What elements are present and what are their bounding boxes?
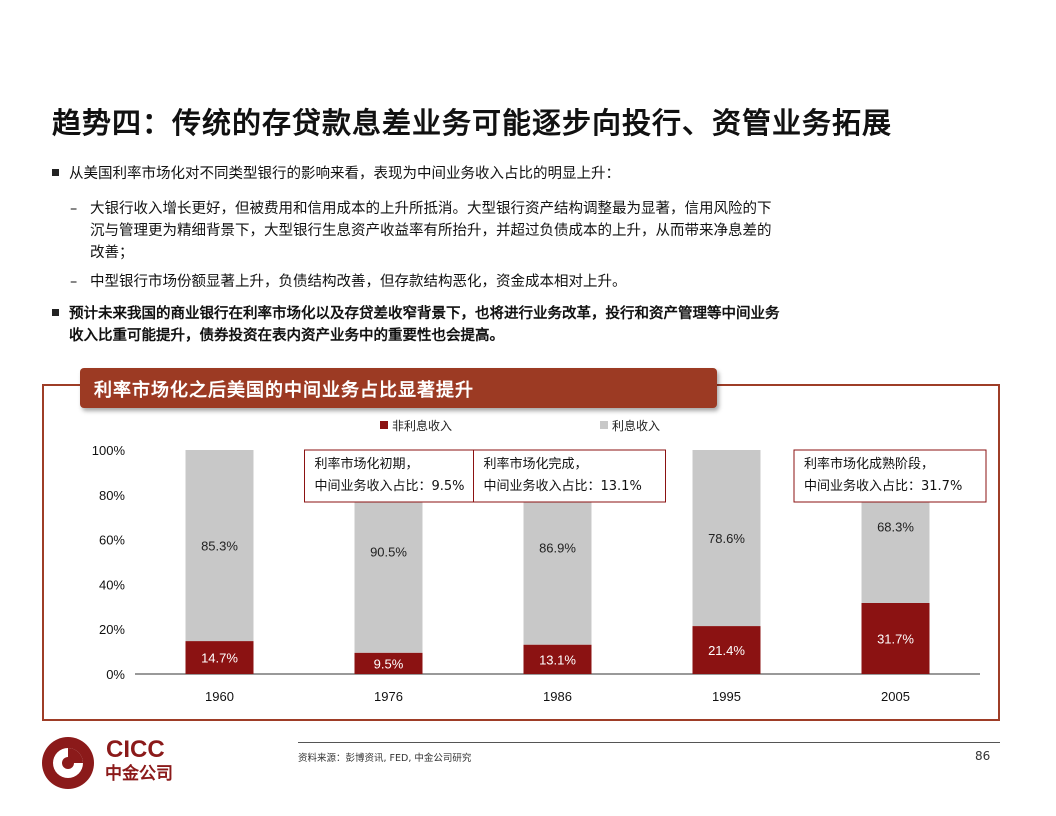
dash-icon: – [70, 201, 78, 217]
bar-segment [185, 450, 254, 642]
annotation-line: 利率市场化成熟阶段， [804, 456, 934, 472]
dash-icon: – [70, 274, 78, 290]
sub-bullet-2: – 中型银行市场份额显著上升，负债结构改善，但存款结构恶化，资金成本相对上升。 [70, 271, 995, 293]
annotation-box [473, 449, 666, 503]
sub-bullet-1: – 大银行收入增长更好，但被费用和信用成本的上升所抵消。大型银行资产结构调整最为… [70, 198, 995, 264]
bullet-item-2-cont: 收入比重可能提升，债券投资在表内资产业务中的重要性也会提高。 [69, 328, 504, 344]
logo-text-cn: 中金公司 [105, 763, 173, 784]
logo-text-en: CICC [106, 736, 165, 763]
x-tick-label: 1995 [712, 689, 741, 704]
bar-segment [692, 450, 761, 627]
bullet-item-2: 预计未来我国的商业银行在利率市场化以及存贷差收窄背景下，也将进行业务改革，投行和… [52, 303, 780, 325]
source-note: 资料来源：彭博资讯, FED, 中金公司研究 [298, 753, 472, 764]
data-label: 90.5% [370, 544, 407, 559]
data-label: 9.5% [374, 656, 404, 671]
y-tick-label: 40% [99, 577, 125, 592]
data-label: 86.9% [539, 540, 576, 555]
bar-segment [861, 602, 930, 674]
cicc-logo: CICC 中金公司 [42, 736, 173, 789]
chart-banner: 利率市场化之后美国的中间业务占比显著提升 [80, 368, 717, 408]
sub-bullet-line: 大银行收入增长更好，但被费用和信用成本的上升所抵消。大型银行资产结构调整最为显著… [90, 201, 772, 217]
sub-bullet-line: 中型银行市场份额显著上升，负债结构改善，但存款结构恶化，资金成本相对上升。 [90, 274, 627, 290]
bar-segment [354, 652, 423, 674]
bullet-text: 预计未来我国的商业银行在利率市场化以及存贷差收窄背景下，也将进行业务改革，投行和… [69, 306, 780, 322]
sub-bullet-line: 沉与管理更为精细背景下，大型银行生息资产收益率有所抬升，并超过负债成本的上升，从… [90, 223, 772, 239]
legend-label: 非利息收入 [392, 418, 452, 433]
slide-title: 趋势四：传统的存贷款息差业务可能逐步向投行、资管业务拓展 [52, 106, 893, 140]
bar-segment [185, 641, 254, 674]
annotation-line: 利率市场化初期， [315, 456, 419, 472]
bar-segment [523, 644, 592, 674]
data-label: 31.7% [877, 631, 914, 646]
page-number: 86 [975, 749, 991, 763]
x-tick-label: 1986 [543, 689, 572, 704]
bullet-square-icon [52, 309, 59, 316]
legend-swatch [380, 421, 388, 429]
data-label: 21.4% [708, 643, 745, 658]
x-tick-label: 2005 [881, 689, 910, 704]
legend-swatch [600, 421, 608, 429]
data-label: 68.3% [877, 519, 914, 534]
x-tick-label: 1976 [374, 689, 403, 704]
annotation-box [304, 449, 497, 503]
bullet-square-icon [52, 169, 59, 176]
legend-label: 利息收入 [612, 418, 660, 433]
annotation-line: 利率市场化完成， [484, 456, 588, 472]
bullet-text: 从美国利率市场化对不同类型银行的影响来看，表现为中间业务收入占比的明显上升： [69, 166, 620, 182]
y-tick-label: 60% [99, 533, 125, 548]
data-label: 14.7% [201, 651, 238, 666]
annotation-line: 中间业务收入占比：13.1% [484, 478, 642, 494]
annotation-box [793, 449, 987, 503]
bar-segment [692, 626, 761, 674]
x-tick-label: 1960 [205, 689, 234, 704]
bullet-item-1: 从美国利率市场化对不同类型银行的影响来看，表现为中间业务收入占比的明显上升： [52, 163, 620, 185]
sub-bullet-line: 改善； [90, 245, 134, 261]
data-label: 85.3% [201, 539, 238, 554]
y-tick-label: 20% [99, 622, 125, 637]
chart-banner-title: 利率市场化之后美国的中间业务占比显著提升 [94, 380, 474, 401]
footer-divider [298, 742, 1000, 743]
data-label: 78.6% [708, 531, 745, 546]
data-label: 13.1% [539, 652, 576, 667]
y-tick-label: 0% [106, 667, 125, 682]
annotation-line: 中间业务收入占比：9.5% [315, 478, 465, 494]
y-tick-label: 100% [92, 443, 126, 458]
y-tick-label: 80% [99, 488, 125, 503]
annotation-line: 中间业务收入占比：31.7% [804, 478, 962, 494]
